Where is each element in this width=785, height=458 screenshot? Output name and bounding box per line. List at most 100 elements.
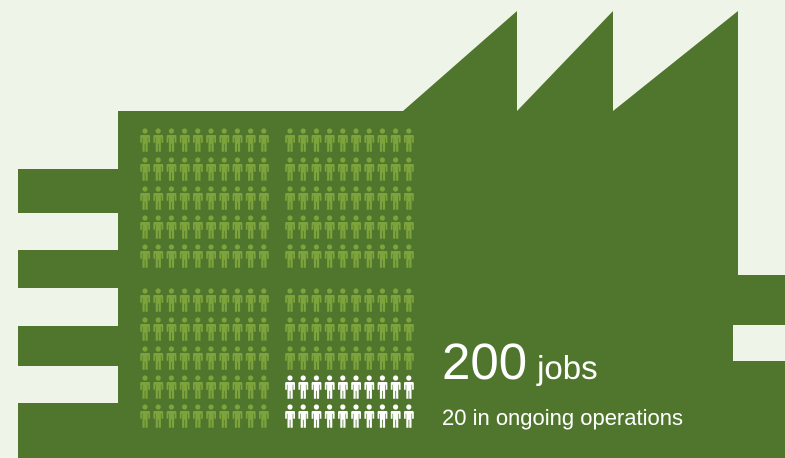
person-icon [245,404,256,428]
person-icon [232,157,243,181]
person-icon [364,157,375,181]
person-icon [337,404,348,428]
person-icon [364,288,375,312]
person-icon [179,157,190,181]
person-icon [140,215,150,239]
person-icon [140,128,150,152]
person-icon [403,288,414,312]
person-icon [364,215,375,239]
person-icon [258,157,269,181]
person-icon [219,157,230,181]
person-icon [298,317,309,341]
person-icon [193,186,203,210]
person-icon [403,244,414,268]
person-icon [193,157,203,181]
person-icon [377,288,388,312]
person-icon [311,317,322,341]
person-icon [193,317,203,341]
person-icon [140,244,150,268]
person-icon [232,215,243,239]
person-icon [311,215,322,239]
person-icon [219,346,230,370]
person-icon [245,186,256,210]
person-icon [285,128,296,152]
person-icon [337,244,348,268]
person-icon [298,186,309,210]
person-icon [285,288,296,312]
person-icon [153,375,164,399]
person-icon [193,375,203,399]
person-icon [258,244,269,268]
person-icon [324,375,335,399]
person-icon [285,375,296,399]
person-icon [364,346,375,370]
person-icon [390,157,401,181]
jobs-count: 200 jobs [442,336,598,387]
person-icon [219,288,230,312]
person-icon [206,128,216,152]
pipe [18,250,128,288]
person-icon [206,244,216,268]
person-icon [258,128,269,152]
person-icon [377,404,388,428]
person-icon [206,317,216,341]
person-icon [166,157,177,181]
person-icon [153,215,164,239]
person-icon [377,317,388,341]
jobs-unit: jobs [537,349,598,386]
person-icon [245,375,256,399]
person-icon [245,346,256,370]
person-icon [179,288,190,312]
person-icon [245,288,256,312]
person-icon [311,404,322,428]
people-grid [140,128,414,428]
person-icon [245,128,256,152]
person-icon [351,404,362,428]
person-icon [166,375,177,399]
person-icon [364,128,375,152]
person-icon [193,215,203,239]
person-icon [166,244,177,268]
person-icon [232,288,243,312]
person-icon [140,375,150,399]
person-icon [245,244,256,268]
pipe [18,169,128,213]
person-icon [337,288,348,312]
person-icon [206,157,216,181]
person-icon [311,346,322,370]
person-icon [351,244,362,268]
person-icon [179,186,190,210]
person-icon [403,157,414,181]
person-icon [153,346,164,370]
person-icon [140,404,150,428]
person-icon [219,215,230,239]
person-icon [311,375,322,399]
person-icon [324,215,335,239]
person-icon [364,404,375,428]
person-icon [193,244,203,268]
person-icon [377,375,388,399]
person-icon [232,346,243,370]
person-icon [403,317,414,341]
person-icon [219,244,230,268]
person-icon [232,186,243,210]
person-icon [140,346,150,370]
person-icon [390,244,401,268]
person-icon [390,288,401,312]
person-icon [219,404,230,428]
person-icon [377,128,388,152]
person-icon [219,317,230,341]
window-notch [733,325,785,361]
person-icon [258,404,269,428]
person-icon [232,244,243,268]
person-icon [258,317,269,341]
person-icon [206,375,216,399]
person-icon [258,375,269,399]
person-icon [193,346,203,370]
person-icon [153,404,164,428]
person-icon [140,186,150,210]
person-icon [351,317,362,341]
person-icon [285,346,296,370]
person-icon [298,404,309,428]
